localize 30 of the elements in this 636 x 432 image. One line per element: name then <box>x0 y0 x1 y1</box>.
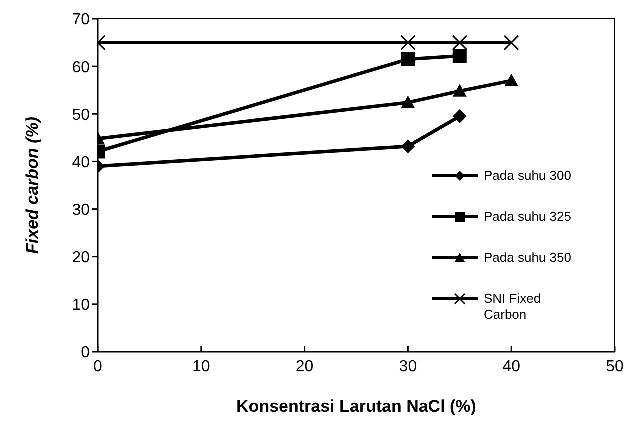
legend-label: Pada suhu 300 <box>484 168 572 184</box>
point <box>504 35 520 51</box>
y-axis-title: Fixed carbon (%) <box>23 116 42 254</box>
y-tick-label: 60 <box>72 59 90 76</box>
y-tick-label: 10 <box>72 297 90 314</box>
point <box>401 96 416 108</box>
legend-label: Pada suhu 325 <box>484 209 572 225</box>
x-tick-label: 30 <box>399 358 418 376</box>
legend-label: SNI Fixed Carbon <box>484 291 542 323</box>
y-tick-label: 50 <box>72 106 90 124</box>
y-tick-label: 0 <box>81 344 90 362</box>
point <box>400 35 416 51</box>
x-tick-label: 50 <box>606 358 624 376</box>
point <box>452 49 467 64</box>
y-tick-label: 30 <box>72 202 90 219</box>
point <box>504 74 519 86</box>
x-tick-label: 20 <box>296 358 314 376</box>
x-tick-label: 10 <box>192 358 210 376</box>
y-tick-label: 20 <box>72 250 90 267</box>
point <box>401 52 416 66</box>
x-tick-label: 40 <box>502 358 521 376</box>
x-axis-title: Konsentrasi Larutan NaCl (%) <box>236 397 476 416</box>
y-tick-label: 40 <box>72 154 90 172</box>
point <box>452 84 467 97</box>
point <box>452 35 468 51</box>
legend-label: Pada suhu 350 <box>484 250 572 266</box>
point <box>401 139 416 154</box>
point <box>452 110 467 124</box>
y-tick-label: 70 <box>72 12 90 29</box>
x-tick-label: 0 <box>94 358 103 376</box>
